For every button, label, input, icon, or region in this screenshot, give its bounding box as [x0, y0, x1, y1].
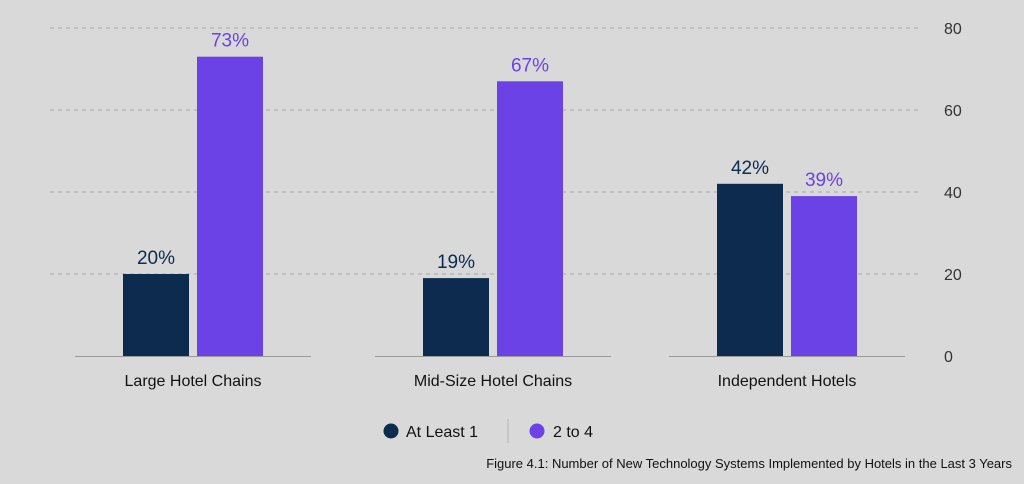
grid-lines	[50, 27, 918, 275]
legend-label-at-least-1: At Least 1	[406, 424, 478, 441]
y-tick-label: 20	[944, 267, 962, 284]
data-label: 19%	[437, 252, 475, 273]
bars	[123, 56, 857, 357]
data-label: 42%	[731, 158, 769, 179]
data-label: 39%	[805, 170, 843, 191]
y-axis-ticks: 0 20 40 60 80	[944, 21, 962, 366]
legend-swatch-at-least-1	[383, 423, 399, 439]
data-label: 20%	[137, 248, 175, 269]
bar-2-to-4	[197, 56, 263, 356]
category-label: Independent Hotels	[718, 373, 857, 390]
data-labels: 20% 73% 19% 67% 42% 39%	[137, 31, 843, 273]
figure-caption: Figure 4.1: Number of New Technology Sys…	[486, 456, 1012, 471]
y-tick-label: 40	[944, 185, 962, 202]
data-label: 73%	[211, 31, 249, 52]
y-tick-label: 60	[944, 103, 962, 120]
bar-at-least-1	[423, 278, 489, 356]
y-tick-label: 0	[944, 349, 953, 366]
category-labels: Large Hotel Chains Mid-Size Hotel Chains I…	[125, 373, 857, 390]
category-label: Mid-Size Hotel Chains	[414, 373, 572, 390]
legend-label-2-to-4: 2 to 4	[553, 424, 593, 441]
bar-2-to-4	[497, 81, 563, 357]
bar-at-least-1	[123, 274, 189, 356]
bar-at-least-1	[717, 183, 783, 356]
legend: At Least 1 2 to 4	[383, 419, 593, 443]
legend-swatch-2-to-4	[529, 423, 545, 439]
bar-2-to-4	[791, 196, 857, 356]
category-label: Large Hotel Chains	[125, 373, 262, 390]
data-label: 67%	[511, 55, 549, 76]
y-tick-label: 80	[944, 21, 962, 38]
